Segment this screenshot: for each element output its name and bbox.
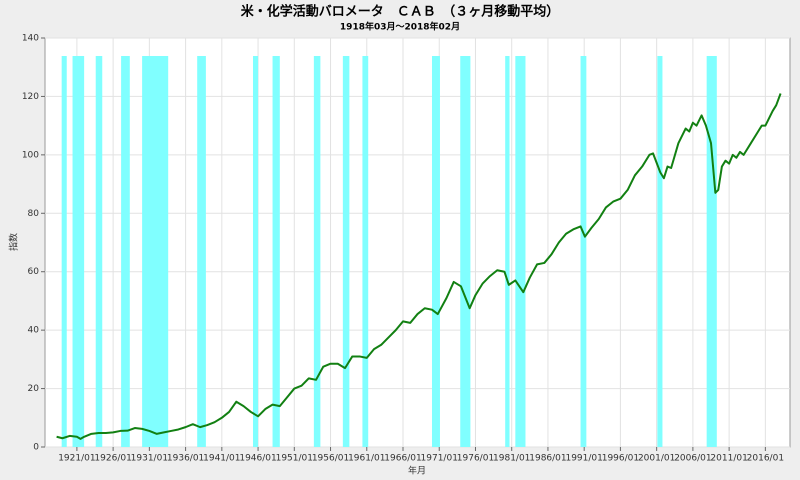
x-tick-label: 1976/01 [457, 454, 494, 464]
y-axis-label: 指数 [8, 233, 20, 251]
shaded-period [706, 56, 717, 447]
shaded-period [362, 56, 369, 447]
y-tick-label: 0 [33, 443, 39, 453]
x-tick-label: 1951/01 [276, 454, 313, 464]
y-tick-label: 20 [28, 384, 40, 394]
x-tick-label: 1926/01 [94, 454, 131, 464]
y-tick-label: 140 [22, 34, 39, 44]
shaded-period [252, 56, 259, 447]
y-tick-label: 100 [22, 150, 39, 160]
x-tick-label: 1956/01 [312, 454, 349, 464]
x-tick-label: 1991/01 [565, 454, 602, 464]
shaded-period [272, 56, 280, 447]
shaded-period [72, 56, 85, 447]
y-tick-label: 40 [28, 326, 40, 336]
chart-subtitle: 1918年03月～2018年02月 [340, 21, 460, 33]
shaded-period [657, 56, 663, 447]
x-tick-label: 1981/01 [493, 454, 530, 464]
x-tick-label: 1966/01 [384, 454, 421, 464]
x-tick-label: 1941/01 [203, 454, 240, 464]
shaded-period [342, 56, 350, 447]
shaded-period [580, 56, 587, 447]
shaded-period [431, 56, 440, 447]
x-tick-label: 1986/01 [529, 454, 566, 464]
y-tick-label: 60 [28, 267, 40, 277]
chart-title: 米・化学活動バロメータ ＣＡＢ （３ヶ月移動平均） [241, 4, 560, 20]
x-axis-label: 年月 [408, 465, 426, 477]
x-tick-label: 1946/01 [239, 454, 276, 464]
x-tick-label: 1936/01 [167, 454, 204, 464]
shaded-period [142, 56, 169, 447]
shaded-period [61, 56, 67, 447]
x-tick-label: 2001/01 [638, 454, 675, 464]
x-tick-label: 2011/01 [710, 454, 747, 464]
y-tick-label: 120 [22, 92, 39, 102]
shaded-period [460, 56, 471, 447]
shaded-period [505, 56, 510, 447]
x-tick-label: 1961/01 [348, 454, 385, 464]
x-tick-label: 1931/01 [131, 454, 168, 464]
y-tick-label: 80 [28, 209, 40, 219]
shaded-period [515, 56, 526, 447]
shaded-period [95, 56, 103, 447]
data-line [56, 93, 782, 440]
plot-layer: 0204060801001201401921/011926/011931/011… [22, 34, 790, 464]
shaded-period [121, 56, 130, 447]
shaded-period [197, 56, 206, 447]
shaded-period [313, 56, 321, 447]
plot-area [44, 37, 791, 448]
x-tick-label: 2006/01 [674, 454, 711, 464]
x-tick-label: 1971/01 [421, 454, 458, 464]
x-tick-label: 1921/01 [58, 454, 95, 464]
x-tick-label: 1996/01 [602, 454, 639, 464]
x-tick-label: 2016/01 [747, 454, 784, 464]
